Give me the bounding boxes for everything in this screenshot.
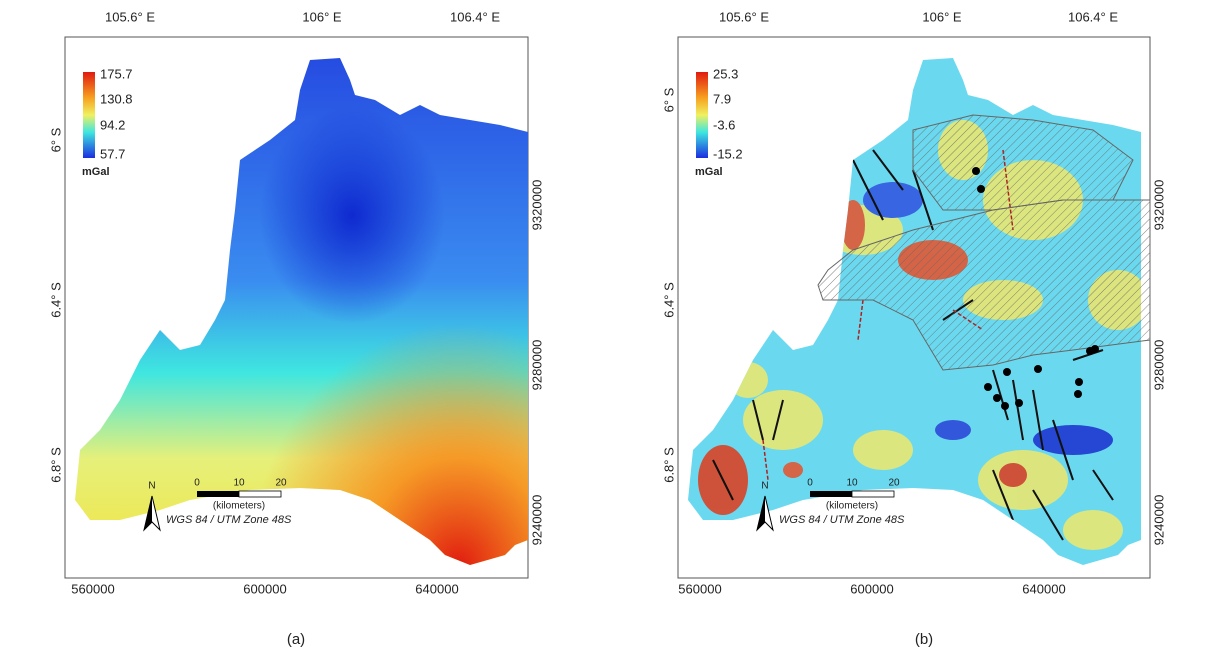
scale-label: 10 (233, 478, 245, 489)
map-b-body (677, 36, 1151, 579)
top-tick-label: 106.4° E (1068, 9, 1118, 24)
north-label: N (148, 481, 155, 492)
scale-unit: (kilometers) (826, 501, 878, 512)
left-tick-label: 6.4° S (661, 282, 676, 318)
scale-bar-black (810, 491, 852, 497)
north-arrow-half (144, 496, 152, 530)
legend-colorbar (83, 72, 95, 158)
scale-label: 0 (194, 478, 200, 489)
bottom-tick-label: 640000 (1022, 581, 1065, 596)
left-tick-label: 6° S (48, 127, 63, 152)
right-tick-label: 9320000 (529, 180, 544, 231)
left-tick-label: 6.8° S (661, 447, 676, 483)
north-label: N (761, 481, 768, 492)
left-tick-label: 6.8° S (48, 447, 63, 483)
north-arrow-half (757, 496, 765, 530)
top-tick-label: 105.6° E (719, 9, 769, 24)
legend-label: 25.3 (713, 66, 738, 81)
right-tick-label: 9240000 (1151, 495, 1166, 546)
left-tick-label: 6° S (661, 87, 676, 112)
hatched-zone (817, 199, 1151, 371)
legend-label: 175.7 (100, 66, 133, 81)
right-tick-label: 9320000 (1151, 180, 1166, 231)
scale-unit: (kilometers) (213, 501, 265, 512)
panel-label: (b) (915, 631, 933, 648)
right-tick-label: 9240000 (529, 495, 544, 546)
scale-label: 0 (807, 478, 813, 489)
left-tick-label: 6.4° S (48, 282, 63, 318)
legend-colorbar (696, 72, 708, 158)
legend-label: 57.7 (100, 146, 125, 161)
scale-bar-black (197, 491, 239, 497)
right-tick-label: 9280000 (529, 340, 544, 391)
top-tick-label: 106° E (302, 9, 342, 24)
scale-bar-white (851, 490, 895, 498)
bottom-tick-label: 600000 (850, 581, 893, 596)
legend-label: -3.6 (713, 117, 735, 132)
legend-label: -15.2 (713, 146, 743, 161)
stations (972, 167, 1099, 410)
bottom-tick-label: 560000 (678, 581, 721, 596)
right-tick-label: 9280000 (1151, 340, 1166, 391)
panel-label: (a) (287, 631, 305, 648)
projection-label: WGS 84 / UTM Zone 48S (779, 514, 905, 526)
scale-label: 20 (275, 478, 287, 489)
scale-label: 20 (888, 478, 900, 489)
top-tick-label: 105.6° E (105, 9, 155, 24)
bottom-tick-label: 560000 (71, 581, 114, 596)
bottom-tick-label: 600000 (243, 581, 286, 596)
bottom-tick-label: 640000 (415, 581, 458, 596)
legend-label: 130.8 (100, 91, 133, 106)
scale-label: 10 (846, 478, 858, 489)
top-tick-label: 106.4° E (450, 9, 500, 24)
hatched-zone (912, 114, 1134, 211)
legend-label: 7.9 (713, 91, 731, 106)
top-tick-label: 106° E (922, 9, 962, 24)
legend-unit: mGal (82, 166, 110, 178)
legend-unit: mGal (695, 166, 723, 178)
legend-label: 94.2 (100, 117, 125, 132)
scale-bar-white (238, 490, 282, 498)
map-a-body (64, 36, 529, 579)
projection-label: WGS 84 / UTM Zone 48S (166, 514, 292, 526)
